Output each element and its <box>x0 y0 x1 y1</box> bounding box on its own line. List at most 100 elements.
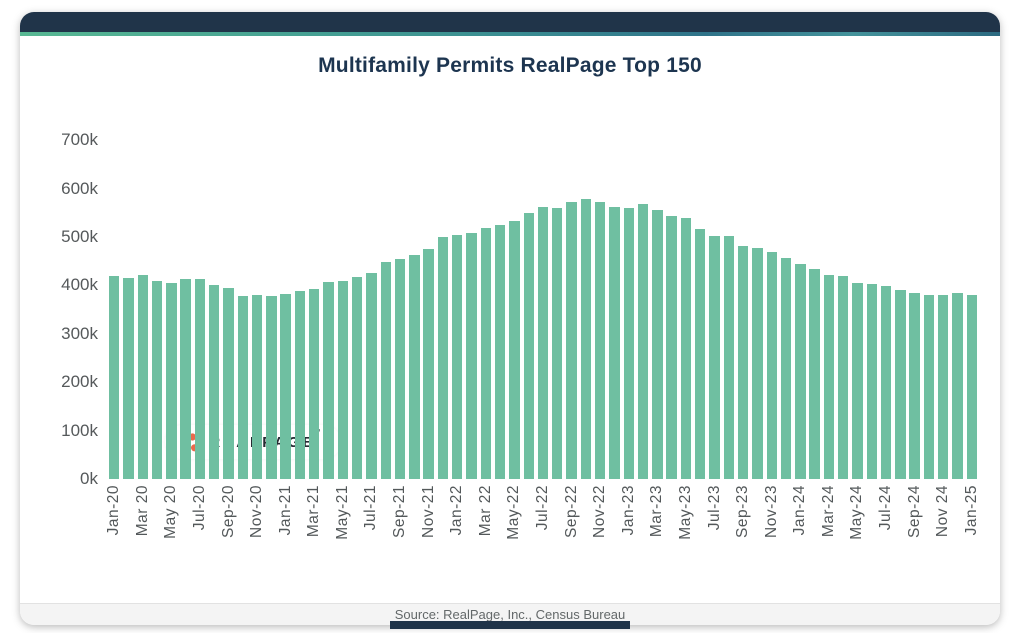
y-tick-700k: 700k <box>61 130 98 150</box>
bar-Jan-20 <box>108 275 120 479</box>
x-tick-Jan-24: Jan-24 <box>791 485 809 536</box>
x-tick-Jan-25: Jan-25 <box>962 485 980 536</box>
bar-Jun-24 <box>866 283 877 479</box>
x-tick-Mar-21: Mar-21 <box>305 485 323 538</box>
bar-Dec-20 <box>266 295 277 479</box>
bar-May-24 <box>852 282 863 479</box>
bar-Aug-22 <box>552 207 563 479</box>
x-tick-Sep-21: Sep-21 <box>391 485 409 538</box>
bar-Apr-20 <box>151 280 163 479</box>
bar-Nov-23 <box>766 251 777 479</box>
x-tick-Nov-23: Nov-23 <box>762 485 780 538</box>
x-tick-May-24: May-24 <box>848 485 866 540</box>
x-tick-Jul-20: Jul-20 <box>190 485 208 531</box>
bar-Dec-23 <box>780 257 792 479</box>
bar-Dec-21 <box>437 237 449 479</box>
x-axis-tick-labels: Jan-20 Mar 20 May 20 Jul-20 Sep-20 Nov-20 Jan-… <box>105 485 980 577</box>
y-tick-0k: 0k <box>80 469 98 488</box>
bar-Oct-24 <box>923 295 935 479</box>
bar-Apr-21 <box>323 281 334 479</box>
card-header-bar <box>20 12 1000 32</box>
chart-card: Multifamily Permits RealPage Top 150 0k 1… <box>20 12 1000 625</box>
x-tick-Jan-23: Jan-23 <box>619 485 637 536</box>
bar-Jan-25 <box>966 294 978 479</box>
x-tick-Jul-22: Jul-22 <box>534 485 551 531</box>
bar-Jul-20 <box>194 278 206 479</box>
bar-Sep-23 <box>737 245 749 479</box>
bar-Nov-24 <box>938 294 949 479</box>
x-tick-Sep-23: Sep-23 <box>734 485 752 538</box>
bar-Sep-22 <box>566 201 577 479</box>
bar-Apr-23 <box>666 215 677 479</box>
x-tick-Jul-24: Jul-24 <box>877 485 895 531</box>
bar-Jan-21 <box>280 294 291 479</box>
bar-Feb-22 <box>466 233 477 479</box>
bar-Jan-22 <box>452 235 463 479</box>
bar-Sep-20 <box>223 288 234 479</box>
bar-Oct-23 <box>752 248 763 479</box>
bar-Oct-21 <box>409 254 420 479</box>
bar-Mar-23 <box>652 210 663 479</box>
bar-Dec-22 <box>609 207 620 479</box>
x-tick-May-20: May 20 <box>162 485 180 539</box>
bar-Jun-22 <box>523 213 534 479</box>
x-tick-May-23: May-23 <box>676 485 694 540</box>
bar-Sep-24 <box>909 293 920 479</box>
x-tick-Sep-24: Sep-24 <box>905 485 923 538</box>
bar-Jul-23 <box>709 235 720 479</box>
bar-Nov-20 <box>251 294 263 479</box>
x-tick-Sep-20: Sep-20 <box>219 485 237 538</box>
bar-Nov-21 <box>423 248 434 479</box>
bar-Nov-22 <box>594 201 606 479</box>
bar-Feb-21 <box>294 290 306 479</box>
bar-Jun-23 <box>695 229 706 479</box>
x-tick-Jan-22: Jan-22 <box>448 485 466 536</box>
chart-title: Multifamily Permits RealPage Top 150 <box>318 54 702 77</box>
bar-Jul-21 <box>366 273 377 479</box>
bar-Mar-24 <box>823 274 835 479</box>
teal-accent-line <box>20 32 1000 36</box>
bar-Apr-24 <box>838 275 849 479</box>
bar-Aug-21 <box>380 261 391 479</box>
x-tick-Jul-21: Jul-21 <box>362 485 380 531</box>
bar-Oct-22 <box>580 198 592 479</box>
x-tick-Mar-24: Mar-24 <box>819 485 837 538</box>
y-tick-600k: 600k <box>61 178 98 198</box>
x-tick-Jan-21: Jan-21 <box>276 485 294 536</box>
x-tick-Jul-23: Jul-23 <box>705 485 723 531</box>
x-tick-Mar-23: Mar-23 <box>648 485 666 538</box>
bar-Oct-20 <box>237 295 248 479</box>
y-tick-500k: 500k <box>61 227 98 246</box>
bar-Jan-24 <box>795 263 806 479</box>
bar-plot-area: REALPAGE™ <box>107 116 979 479</box>
x-tick-Nov-24: Nov 24 <box>934 485 952 538</box>
x-tick-Mar-22: Mar 22 <box>476 485 494 537</box>
x-tick-Nov-22: Nov-22 <box>591 485 609 538</box>
bar-Jul-24 <box>880 285 892 479</box>
bar-Feb-24 <box>809 269 820 479</box>
bar-Jun-21 <box>351 277 363 479</box>
bar-Feb-23 <box>637 203 649 479</box>
bar-Aug-24 <box>895 290 906 479</box>
x-tick-Nov-20: Nov-20 <box>248 485 266 538</box>
x-tick-May-21: May-21 <box>333 485 351 540</box>
x-tick-Jan-20: Jan-20 <box>105 485 123 536</box>
y-axis-tick-labels: 0k 100k 200k 300k 400k 500k 600k 700k <box>20 116 98 488</box>
bar-Feb-20 <box>123 277 134 479</box>
bar-Mar-22 <box>480 228 491 479</box>
x-tick-Nov-21: Nov-21 <box>419 485 437 538</box>
bar-Apr-22 <box>494 225 506 479</box>
x-tick-May-22: May-22 <box>505 485 523 540</box>
x-tick-Sep-22: Sep-22 <box>562 485 580 538</box>
bar-May-22 <box>509 221 520 479</box>
bar-May-20 <box>166 282 177 479</box>
bar-Jul-22 <box>537 206 549 479</box>
source-text: Source: RealPage, Inc., Census Bureau <box>394 607 626 622</box>
y-tick-400k: 400k <box>61 275 98 295</box>
bottom-navy-brand-bar <box>390 621 630 629</box>
bar-Jun-20 <box>180 279 191 479</box>
bar-May-23 <box>680 218 692 479</box>
bar-Mar-21 <box>309 288 320 479</box>
bar-Jan-23 <box>623 208 634 479</box>
